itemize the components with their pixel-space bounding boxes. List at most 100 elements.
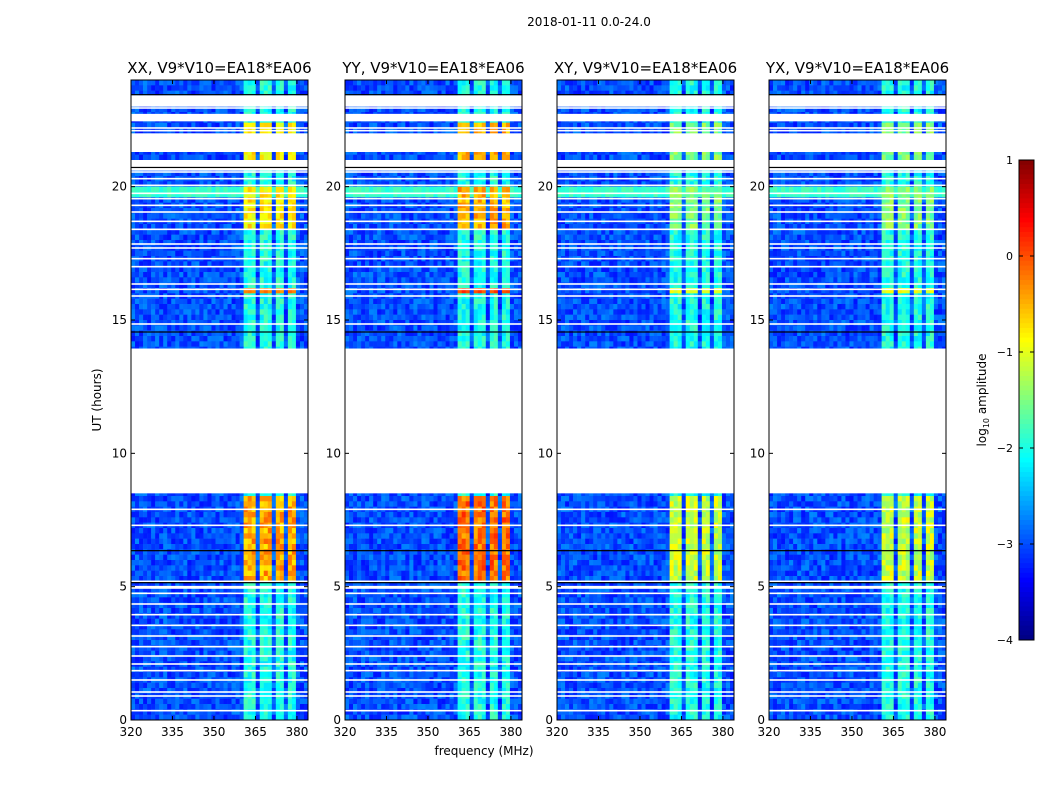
heatmap-cell: [275, 186, 281, 193]
heatmap-cell: [287, 656, 293, 662]
heatmap-cell: [159, 528, 164, 534]
heatmap-cell: [131, 512, 136, 518]
heatmap-cell: [207, 533, 212, 539]
heatmap-cell: [199, 528, 204, 534]
heatmap-cell: [139, 570, 144, 577]
heatmap-cell: [175, 186, 180, 193]
heatmap-cell: [183, 682, 188, 689]
heatmap-cell: [167, 554, 172, 561]
heatmap-cell: [227, 80, 232, 86]
heatmap-cell: [179, 682, 184, 689]
heatmap-cell: [215, 672, 220, 678]
heatmap-cell: [167, 565, 172, 571]
heatmap-cell: [291, 608, 297, 614]
heatmap-cell: [147, 234, 152, 241]
heatmap-cell: [139, 277, 144, 283]
heatmap-cell: [231, 672, 236, 678]
heatmap-cell: [279, 517, 285, 523]
heatmap-cell: [195, 501, 200, 507]
heatmap-cell: [167, 186, 172, 193]
heatmap-cell: [263, 640, 269, 646]
heatmap-cell: [163, 186, 168, 193]
heatmap-cell: [151, 234, 156, 241]
heatmap-cell: [135, 597, 140, 603]
heatmap-cell: [247, 250, 252, 257]
heatmap-cell: [187, 560, 192, 566]
heatmap-cell: [167, 570, 172, 577]
heatmap-cell: [203, 544, 208, 550]
heatmap-cell: [155, 186, 160, 193]
heatmap-cell: [251, 533, 256, 539]
heatmap-cell: [183, 80, 188, 86]
heatmap-cell: [243, 538, 248, 545]
heatmap-cell: [227, 298, 232, 305]
heatmap-cell: [143, 608, 148, 614]
heatmap-cell: [227, 229, 232, 235]
heatmap-cell: [219, 597, 224, 603]
heatmap-cell: [227, 608, 232, 614]
heatmap-cell: [163, 314, 168, 321]
heatmap-cell: [271, 341, 277, 347]
heatmap-cell: [263, 304, 269, 310]
heatmap-cell: [291, 304, 297, 310]
heatmap-cell: [163, 608, 168, 614]
heatmap-cell: [219, 250, 224, 257]
heatmap-cell: [275, 80, 281, 86]
heatmap-cell: [299, 512, 305, 518]
heatmap-cell: [271, 85, 277, 91]
heatmap-cell: [231, 229, 236, 235]
heatmap-cell: [199, 298, 204, 305]
heatmap-cell: [239, 277, 244, 283]
heatmap-cell: [179, 304, 184, 310]
heatmap-cell: [231, 533, 236, 539]
heatmap-cell: [231, 560, 236, 566]
heatmap-cell: [195, 560, 200, 566]
heatmap-cell: [223, 640, 228, 646]
heatmap-cell: [263, 266, 269, 273]
heatmap-cell: [291, 640, 297, 646]
heatmap-cell: [283, 618, 289, 625]
heatmap-cell: [211, 336, 216, 342]
heatmap-cell: [175, 608, 180, 614]
heatmap-cell: [279, 538, 285, 545]
heatmap-cell: [131, 266, 136, 273]
heatmap-cell: [183, 85, 188, 91]
heatmap-cell: [239, 250, 244, 257]
heatmap-cell: [279, 154, 285, 161]
heatmap-cell: [263, 277, 269, 283]
heatmap-cell: [155, 560, 160, 566]
heatmap-cell: [255, 496, 261, 502]
heatmap-cell: [139, 512, 144, 518]
heatmap-cell: [243, 304, 248, 310]
heatmap-cell: [155, 314, 160, 321]
heatmap-cell: [251, 597, 256, 603]
heatmap-cell: [147, 85, 152, 91]
heatmap-cell: [299, 570, 305, 577]
heatmap-cell: [247, 656, 252, 662]
heatmap-cell: [279, 250, 285, 257]
heatmap-cell: [215, 298, 220, 305]
heatmap-cell: [239, 298, 244, 305]
heatmap-cell: [299, 672, 305, 678]
heatmap-cell: [187, 656, 192, 662]
heatmap-cell: [219, 501, 224, 507]
heatmap-cell: [295, 608, 301, 614]
heatmap-cell: [283, 672, 289, 678]
heatmap-cell: [131, 314, 136, 321]
heatmap-cell: [171, 570, 176, 577]
heatmap-cell: [219, 656, 224, 662]
heatmap-cell: [143, 538, 148, 545]
heatmap-cell: [251, 250, 256, 257]
heatmap-cell: [255, 544, 261, 550]
heatmap-cell: [171, 533, 176, 539]
heatmap-cell: [175, 538, 180, 545]
heatmap-cell: [147, 229, 152, 235]
heatmap-cell: [187, 325, 192, 331]
heatmap-cell: [223, 314, 228, 321]
heatmap-cell: [283, 213, 289, 219]
heatmap-cell: [263, 501, 269, 507]
heatmap-cell: [131, 538, 136, 545]
heatmap-cell: [235, 309, 240, 315]
heatmap-cell: [131, 213, 136, 219]
heatmap-cell: [207, 341, 212, 347]
